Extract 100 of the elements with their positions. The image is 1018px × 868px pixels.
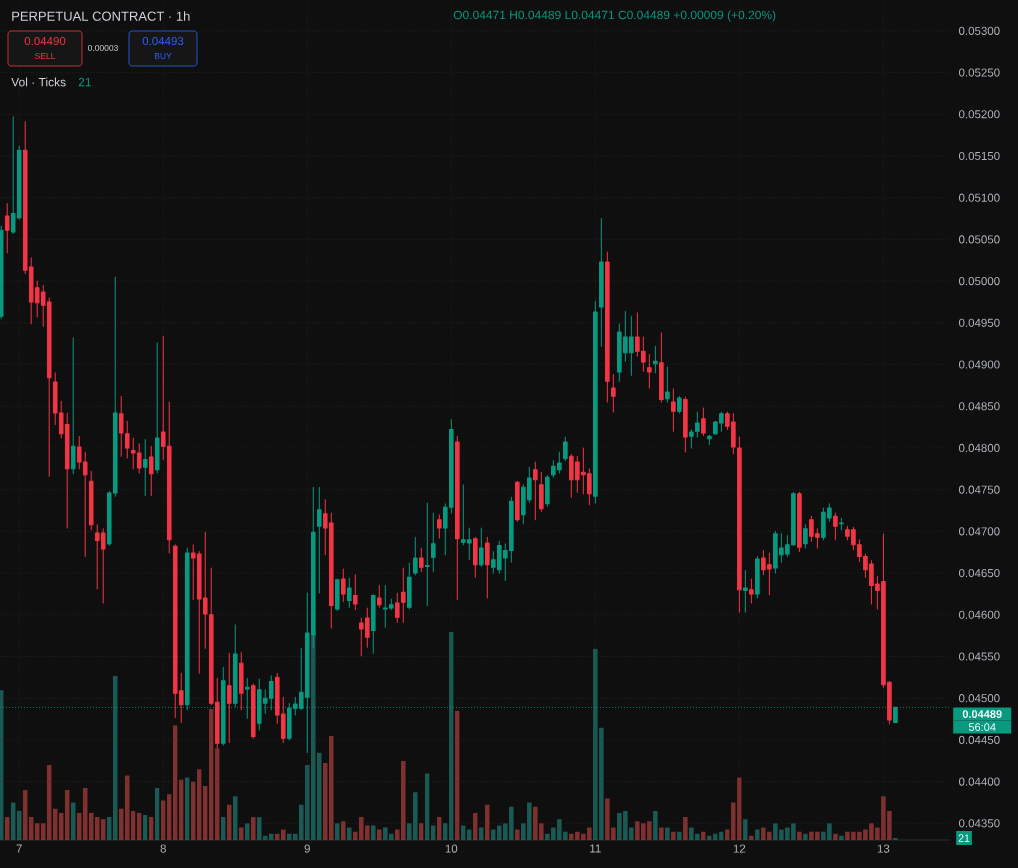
- candlestick: [148, 445, 154, 496]
- candlestick: [0, 225, 4, 320]
- candlestick: [755, 555, 760, 599]
- candlestick: [665, 366, 670, 403]
- candlestick: [833, 512, 838, 541]
- candlestick: [545, 474, 550, 507]
- text: 56:04: [968, 723, 996, 731]
- x-tick-label: 12: [733, 844, 746, 853]
- candlestick: [394, 592, 400, 623]
- candlestick: [647, 354, 652, 389]
- candlestick: [677, 395, 682, 414]
- candlestick: [653, 345, 658, 374]
- candlestick: [893, 706, 898, 723]
- bar: [497, 825, 502, 840]
- x-tick-label: 10: [445, 844, 458, 853]
- candlestick: [533, 461, 538, 521]
- y-tick-label: 0.05250: [959, 68, 1000, 77]
- candlestick: [376, 585, 382, 608]
- bar: [377, 829, 382, 840]
- bar: [112, 675, 118, 840]
- candlestick: [88, 470, 94, 531]
- candlestick: [701, 407, 706, 436]
- candlestick: [707, 434, 712, 446]
- candlestick: [400, 567, 406, 623]
- candlestick: [406, 562, 412, 610]
- candlestick: [4, 203, 10, 254]
- bar: [347, 827, 352, 840]
- bar: [515, 829, 520, 840]
- candlestick: [226, 652, 232, 743]
- candlestick: [70, 337, 76, 475]
- candlestick: [695, 411, 700, 438]
- bar: [839, 835, 844, 840]
- candlestick: [430, 512, 436, 572]
- bar: [671, 831, 676, 840]
- candlestick: [515, 480, 520, 522]
- y-tick-label: 0.05100: [959, 193, 1000, 202]
- candlestick: [797, 491, 802, 552]
- candlestick: [118, 395, 124, 457]
- candlestick: [659, 332, 664, 403]
- candlestick: [563, 436, 568, 461]
- annotation: 0.00003: [87, 44, 118, 51]
- y-tick-label: 0.04450: [959, 735, 1000, 744]
- annotation: 0.04490: [24, 36, 66, 46]
- x-tick-label: 13: [877, 844, 890, 853]
- y-tick-label: 0.04400: [959, 777, 1000, 786]
- candlestick: [154, 342, 160, 474]
- bar: [803, 833, 808, 840]
- y-tick-label: 0.05200: [959, 110, 1000, 119]
- bar: [659, 827, 664, 840]
- y-tick-label: 0.05050: [959, 235, 1000, 244]
- candlestick: [473, 536, 478, 578]
- candlestick: [671, 388, 676, 432]
- y-tick-label: 0.04500: [959, 694, 1000, 703]
- bar: [334, 823, 340, 840]
- y-tick-label: 0.04850: [959, 402, 1000, 411]
- candlestick: [346, 577, 352, 608]
- candlestick: [238, 651, 244, 711]
- candlestick: [437, 514, 442, 539]
- y-tick-label: 0.04950: [959, 318, 1000, 327]
- candlestick: [611, 374, 616, 413]
- x-tick-label: 11: [590, 844, 601, 853]
- y-tick-label: 0.04900: [959, 360, 1000, 369]
- bar: [653, 810, 658, 840]
- y-tick-label: 0.04600: [959, 610, 1000, 619]
- x-tick-label: 7: [16, 844, 22, 853]
- candlestick: [605, 251, 610, 403]
- candlestick: [250, 683, 256, 739]
- y-tick-label: 0.05300: [959, 26, 1000, 35]
- candlestick: [370, 594, 376, 654]
- bar: [677, 831, 682, 840]
- candlestick: [749, 578, 754, 604]
- y-tick-label: 0.04700: [959, 527, 1000, 536]
- x-tick-label: 8: [160, 844, 166, 853]
- chart-title: Vol · Ticks: [11, 77, 66, 87]
- candlestick: [232, 624, 238, 708]
- y-tick-label: 0.05000: [959, 277, 1000, 286]
- candlestick: [803, 524, 808, 549]
- annotation: SELL: [35, 52, 56, 59]
- candlestick: [599, 218, 604, 347]
- y-tick-label: 0.04650: [959, 569, 1000, 578]
- bar: [797, 831, 802, 840]
- candlestick: [539, 471, 544, 512]
- bar: [431, 825, 436, 840]
- text: 21: [958, 834, 970, 842]
- bar: [665, 827, 670, 840]
- ref-line-label: 0.04489: [962, 710, 1002, 718]
- candlestick: [352, 574, 358, 611]
- candlestick: [412, 536, 418, 576]
- y-tick-label: 0.04800: [959, 443, 1000, 453]
- candlestick: [485, 536, 490, 599]
- bar: [244, 823, 250, 840]
- x-tick-label: 9: [304, 844, 310, 853]
- candlestick: [593, 300, 598, 504]
- bar: [238, 827, 244, 840]
- annotation: 21: [78, 77, 91, 87]
- candlestick: [340, 568, 346, 602]
- bar: [893, 837, 898, 840]
- bar: [461, 825, 466, 840]
- annotation: 0.04493: [142, 36, 184, 46]
- candlestick: [419, 547, 424, 572]
